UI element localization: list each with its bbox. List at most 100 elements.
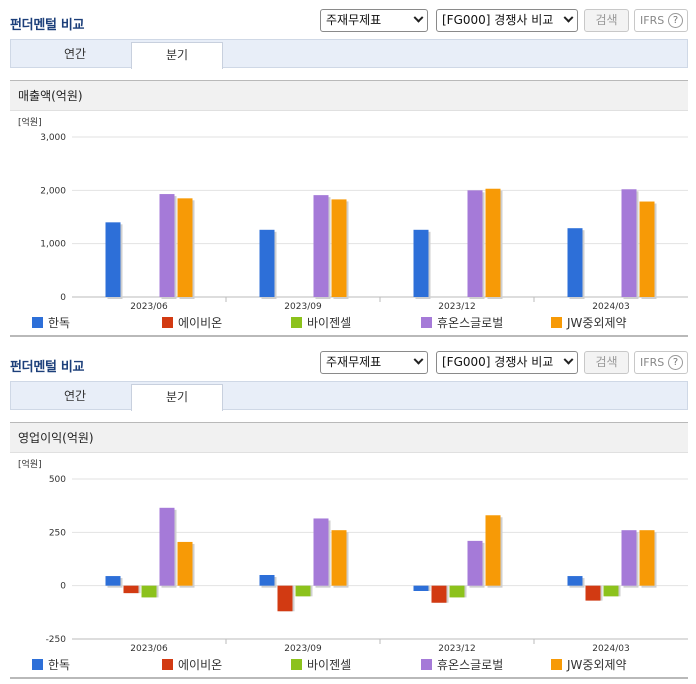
statement-type-select[interactable]: 주재무제표 [320,351,428,374]
bar-한독-2023-06[interactable] [105,222,121,297]
x-tick-label: 2024/03 [592,644,629,653]
x-tick-label: 2023/06 [130,644,168,653]
legend-label: 한독 [48,658,71,672]
bar-jw중외제약-2023-06[interactable] [177,541,193,586]
legend-item-에이비온[interactable]: 에이비온 [162,314,222,331]
legend-item-바이젠셀[interactable]: 바이젠셀 [291,314,351,331]
statement-type-value: 주재무제표 [326,355,382,369]
bar-바이젠셀-2023-09[interactable] [295,585,311,597]
legend-item-한독[interactable]: 한독 [32,314,70,331]
bar-휴온스글로벌-2023-06[interactable] [159,507,175,586]
tab-quarterly[interactable]: 분기 [131,384,223,411]
y-tick-label: 1,000 [40,240,66,250]
help-icon[interactable]: ? [668,355,683,370]
panel-header: 펀더멘털 비교 주재무제표 [FG000] 경쟁사 비교 검색 IFRS ? [0,342,696,378]
bar-jw중외제약-2023-12[interactable] [485,515,501,586]
legend-label: JW중외제약 [567,316,627,330]
legend-label: 휴온스글로벌 [437,658,504,672]
y-tick-label: 500 [49,475,66,485]
operating-profit-chart: 영업이익(억원) [억원] -250 0 250 500 2023/06 2023/09 20… [10,422,688,677]
tab-quarterly[interactable]: 분기 [131,42,223,69]
legend-swatch [32,659,43,670]
legend-item-휴온스글로벌[interactable]: 휴온스글로벌 [421,314,503,331]
bar-jw중외제약-2023-09[interactable] [331,199,347,297]
chart-header: 매출액(억원) [10,81,688,111]
peer-group-select[interactable]: [FG000] 경쟁사 비교 [436,351,578,374]
divider [10,677,688,679]
revenue-chart-svg: [억원] 0 1,000 2,000 3,000 2023/06 2023/09 2023/1… [18,116,688,311]
bar-jw중외제약-2024-03[interactable] [639,201,655,297]
revenue-chart: 매출액(억원) [억원] 0 1,000 2,000 3,000 2023/06 2023/… [10,80,688,335]
ifrs-button[interactable]: IFRS ? [634,351,688,374]
y-tick-label: 2,000 [40,186,66,196]
bar-휴온스글로벌-2023-12[interactable] [467,540,483,586]
bar-휴온스글로벌-2023-06[interactable] [159,194,175,297]
period-tabs: 연간 분기 [10,39,688,69]
fundamental-panel-revenue: 펀더멘털 비교 주재무제표 [FG000] 경쟁사 비교 검색 IFRS ? 연… [0,0,696,330]
bar-에이비온-2023-12[interactable] [431,585,447,603]
search-button[interactable]: 검색 [584,351,629,374]
bar-바이젠셀-2023-12[interactable] [449,585,465,598]
legend-item-에이비온[interactable]: 에이비온 [162,656,222,673]
bar-한독-2024-03[interactable] [567,576,583,586]
fundamental-panel-operating-profit: 펀더멘털 비교 주재무제표 [FG000] 경쟁사 비교 검색 IFRS ? 연… [0,342,696,672]
legend-item-jw중외제약[interactable]: JW중외제약 [551,656,627,673]
operating-profit-chart-svg: [억원] -250 0 250 500 2023/06 2023/09 2023/12 2024… [18,458,688,653]
bar-한독-2023-12[interactable] [413,229,429,297]
legend-item-jw중외제약[interactable]: JW중외제약 [551,314,627,331]
x-tick-label: 2023/09 [284,644,322,653]
y-tick-label: 0 [60,582,66,592]
chevron-down-icon [413,12,424,23]
legend-swatch [291,659,302,670]
bar-jw중외제약-2023-06[interactable] [177,198,193,297]
bar-한독-2023-12[interactable] [413,585,429,591]
bar-휴온스글로벌-2023-09[interactable] [313,518,329,586]
statement-type-value: 주재무제표 [326,13,382,27]
legend-swatch [551,659,562,670]
panel-header: 펀더멘털 비교 주재무제표 [FG000] 경쟁사 비교 검색 IFRS ? [0,0,696,36]
bar-한독-2024-03[interactable] [567,228,583,297]
x-tick-label: 2023/09 [284,302,322,311]
bar-에이비온-2023-09[interactable] [277,585,293,612]
tab-annual[interactable]: 연간 [63,389,87,403]
y-tick-label: 3,000 [40,133,66,143]
peer-group-value: [FG000] 경쟁사 비교 [442,355,554,369]
chevron-down-icon [563,12,574,23]
bar-한독-2023-09[interactable] [259,575,275,586]
bar-바이젠셀-2023-06[interactable] [141,585,157,598]
ifrs-button[interactable]: IFRS ? [634,9,688,32]
chart-legend: 한독 에이비온 바이젠셀 휴온스글로벌 JW중외제약 [10,654,688,674]
legend-label: 바이젠셀 [307,316,352,330]
tab-annual[interactable]: 연간 [63,47,87,61]
legend-label: 에이비온 [178,658,223,672]
chart-legend: 한독 에이비온 바이젠셀 휴온스글로벌 JW중외제약 [10,312,688,332]
bar-jw중외제약-2023-09[interactable] [331,530,347,586]
bar-jw중외제약-2024-03[interactable] [639,530,655,586]
bar-바이젠셀-2024-03[interactable] [603,585,619,597]
legend-swatch [421,317,432,328]
bar-휴온스글로벌-2023-09[interactable] [313,195,329,297]
bar-휴온스글로벌-2024-03[interactable] [621,530,637,586]
legend-swatch [162,659,173,670]
y-tick-label: 0 [60,293,66,303]
bar-jw중외제약-2023-12[interactable] [485,188,501,297]
bar-휴온스글로벌-2024-03[interactable] [621,189,637,297]
unit-label: [억원] [18,116,42,128]
peer-group-select[interactable]: [FG000] 경쟁사 비교 [436,9,578,32]
help-icon[interactable]: ? [668,13,683,28]
legend-label: 바이젠셀 [307,658,352,672]
x-tick-label: 2023/06 [130,302,168,311]
bar-한독-2023-06[interactable] [105,576,121,586]
bar-에이비온-2023-06[interactable] [123,585,139,594]
legend-item-휴온스글로벌[interactable]: 휴온스글로벌 [421,656,503,673]
bar-휴온스글로벌-2023-12[interactable] [467,190,483,297]
chart-header: 영업이익(억원) [10,423,688,453]
statement-type-select[interactable]: 주재무제표 [320,9,428,32]
bar-한독-2023-09[interactable] [259,229,275,297]
chevron-down-icon [413,354,424,365]
legend-item-바이젠셀[interactable]: 바이젠셀 [291,656,351,673]
ifrs-label: IFRS [640,356,665,369]
bar-에이비온-2024-03[interactable] [585,585,601,601]
legend-item-한독[interactable]: 한독 [32,656,70,673]
search-button[interactable]: 검색 [584,9,629,32]
